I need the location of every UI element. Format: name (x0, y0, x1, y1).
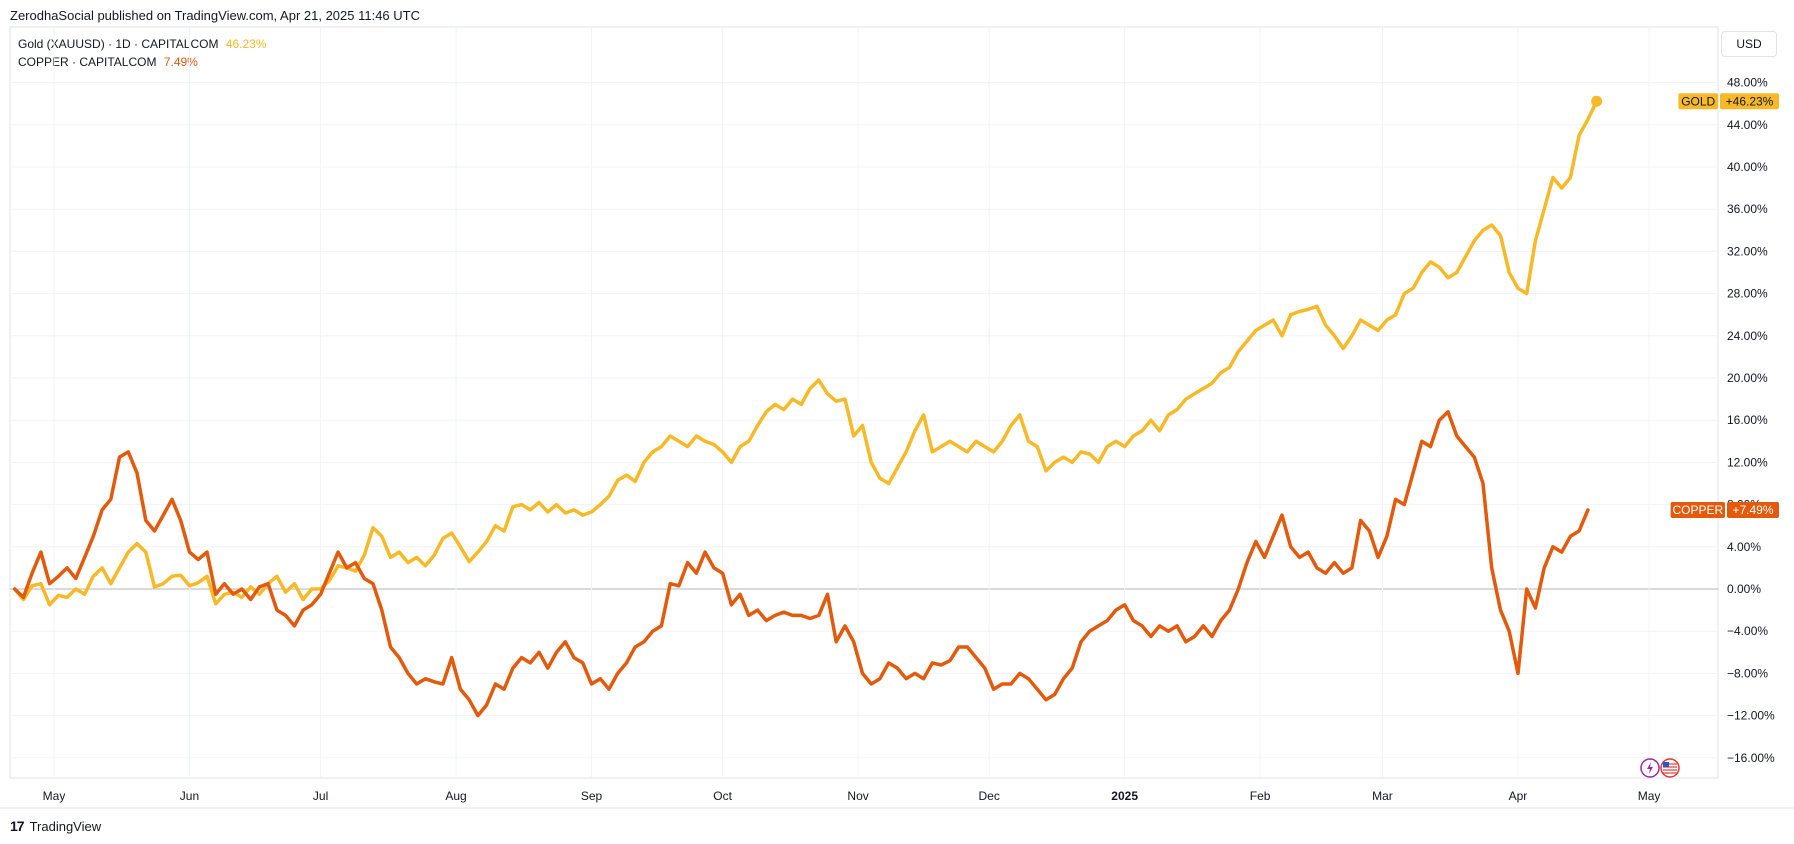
x-tick-label: Aug (445, 789, 466, 803)
gold-series-line[interactable] (12, 99, 1599, 607)
x-tick-label: May (1638, 789, 1661, 803)
x-tick-label: Dec (979, 789, 1000, 803)
gold-last-point (1591, 95, 1603, 107)
x-tick-label: Nov (847, 789, 868, 803)
us-flag-event-icon[interactable] (1660, 758, 1680, 778)
x-tick-label: Jun (180, 789, 199, 803)
legend-row-gold[interactable]: Gold (XAUUSD) · 1D · CAPITALCOM 46.23% (18, 35, 267, 53)
copper-series-line[interactable] (12, 410, 1590, 718)
x-tick-label: Jul (313, 789, 328, 803)
plot-area-border (9, 26, 1719, 779)
currency-button[interactable]: USD (1721, 31, 1777, 57)
y-tick-label: −8.00% (1727, 666, 1768, 680)
x-tick-label: May (43, 789, 66, 803)
gold-tag-name: GOLD (1681, 94, 1715, 108)
y-tick-label: 28.00% (1727, 287, 1768, 301)
legend-gold-pct: 46.23% (225, 37, 267, 51)
footer-brand-text: TradingView (29, 818, 102, 834)
x-tick-label: Feb (1250, 789, 1271, 803)
gold-tag-name-bg (1678, 93, 1718, 110)
y-tick-label: 16.00% (1727, 413, 1768, 427)
tradingview-logo-icon: 17 (10, 818, 25, 834)
copper-tag-name-bg (1670, 501, 1725, 518)
y-tick-label: −12.00% (1727, 709, 1775, 723)
footer-brand[interactable]: 17 TradingView (10, 818, 101, 834)
x-tick-label: Sep (581, 789, 603, 803)
y-tick-label: 4.00% (1727, 540, 1761, 554)
x-tick-label: 2025 (1111, 789, 1138, 803)
copper-tag-name: COPPER (1672, 503, 1723, 517)
y-tick-label: 36.00% (1727, 202, 1768, 216)
y-tick-label: 40.00% (1727, 160, 1768, 174)
y-tick-label: 44.00% (1727, 118, 1768, 132)
gold-tag-value: +46.23% (1726, 94, 1774, 108)
y-tick-label: 12.00% (1727, 455, 1768, 469)
y-tick-label: 20.00% (1727, 371, 1768, 385)
publish-header: ZerodhaSocial published on TradingView.c… (10, 8, 420, 23)
copper-tag-value: +7.49% (1732, 503, 1773, 517)
y-tick-label: 48.00% (1727, 76, 1768, 90)
copper-tag-value-bg (1727, 501, 1779, 518)
y-tick-label: −4.00% (1727, 624, 1768, 638)
x-tick-label: Apr (1509, 789, 1528, 803)
y-tick-label: 0.00% (1727, 582, 1761, 596)
y-tick-label: 24.00% (1727, 329, 1768, 343)
x-tick-label: Mar (1372, 789, 1393, 803)
lightning-glyph-icon (1647, 762, 1653, 774)
legend: Gold (XAUUSD) · 1D · CAPITALCOM 46.23% C… (18, 35, 267, 71)
y-tick-label: 32.00% (1727, 244, 1768, 258)
y-tick-label: −16.00% (1727, 751, 1775, 765)
legend-gold-label: Gold (XAUUSD) · 1D · CAPITALCOM (18, 37, 219, 51)
x-tick-label: Oct (713, 789, 732, 803)
flag-canton (1663, 762, 1669, 767)
legend-copper-label: COPPER · CAPITALCOM (18, 55, 157, 69)
gold-tag-value-bg (1720, 93, 1779, 110)
